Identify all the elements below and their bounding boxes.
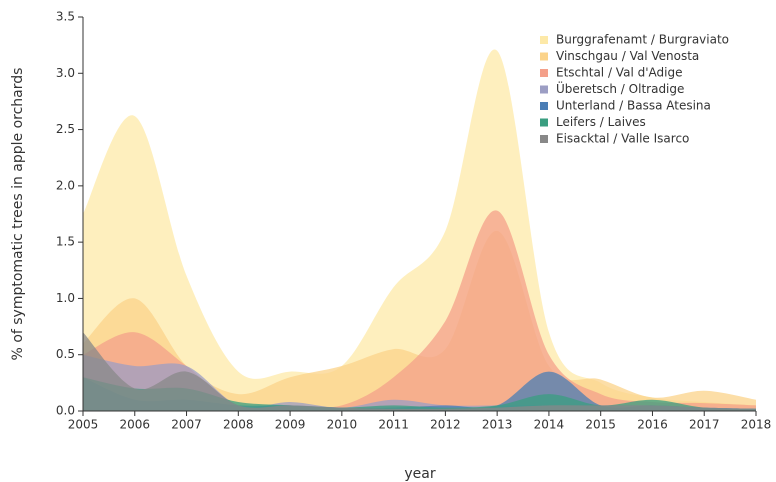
x-tick-label: 2007 [171, 418, 202, 432]
y-tick-label: 3.0 [56, 66, 75, 80]
y-tick-label: 1.5 [56, 235, 75, 249]
x-tick-label: 2012 [430, 418, 461, 432]
legend-swatch [540, 135, 548, 143]
legend-swatch [540, 85, 548, 94]
legend-label: Eisacktal / Valle Isarco [556, 132, 689, 146]
y-tick-label: 2.5 [56, 122, 75, 136]
x-tick-label: 2015 [585, 418, 616, 432]
legend-label: Etschtal / Val d'Adige [556, 66, 682, 80]
y-axis-label: % of symptomatic trees in apple orchards [10, 68, 26, 361]
x-tick-label: 2010 [327, 418, 358, 432]
legend-swatch [540, 69, 548, 77]
legend-swatch [540, 102, 548, 110]
x-tick-label: 2011 [378, 418, 409, 432]
area [83, 332, 756, 411]
x-axis-label: year [404, 466, 435, 482]
legend-label: Unterland / Bassa Atesina [556, 99, 711, 113]
y-tick-label: 0.0 [56, 404, 75, 418]
x-tick-label: 2008 [223, 418, 254, 432]
y-tick-label: 2.0 [56, 178, 75, 192]
x-tick-label: 2014 [534, 418, 565, 432]
legend-label: Vinschgau / Val Venosta [556, 49, 699, 63]
y-tick-label: 0.5 [56, 347, 75, 361]
x-tick-label: 2005 [68, 418, 99, 432]
x-tick-label: 2018 [741, 418, 772, 432]
y-tick-label: 1.0 [56, 291, 75, 305]
legend-swatch [540, 118, 548, 127]
x-tick-label: 2017 [689, 418, 720, 432]
areas [83, 49, 756, 411]
area [83, 371, 756, 411]
y-tick-label: 3.5 [56, 10, 75, 24]
x-tick-label: 2013 [482, 418, 513, 432]
legend-label: Burggrafenamt / Burgraviato [556, 33, 729, 47]
legend-label: Leifers / Laives [556, 115, 646, 129]
legend-swatch [540, 52, 548, 61]
legend-swatch [540, 36, 548, 44]
x-tick-label: 2006 [119, 418, 150, 432]
x-tick-label: 2009 [275, 418, 306, 432]
legend-label: Überetsch / Oltradige [556, 80, 684, 96]
x-tick-label: 2016 [637, 418, 668, 432]
